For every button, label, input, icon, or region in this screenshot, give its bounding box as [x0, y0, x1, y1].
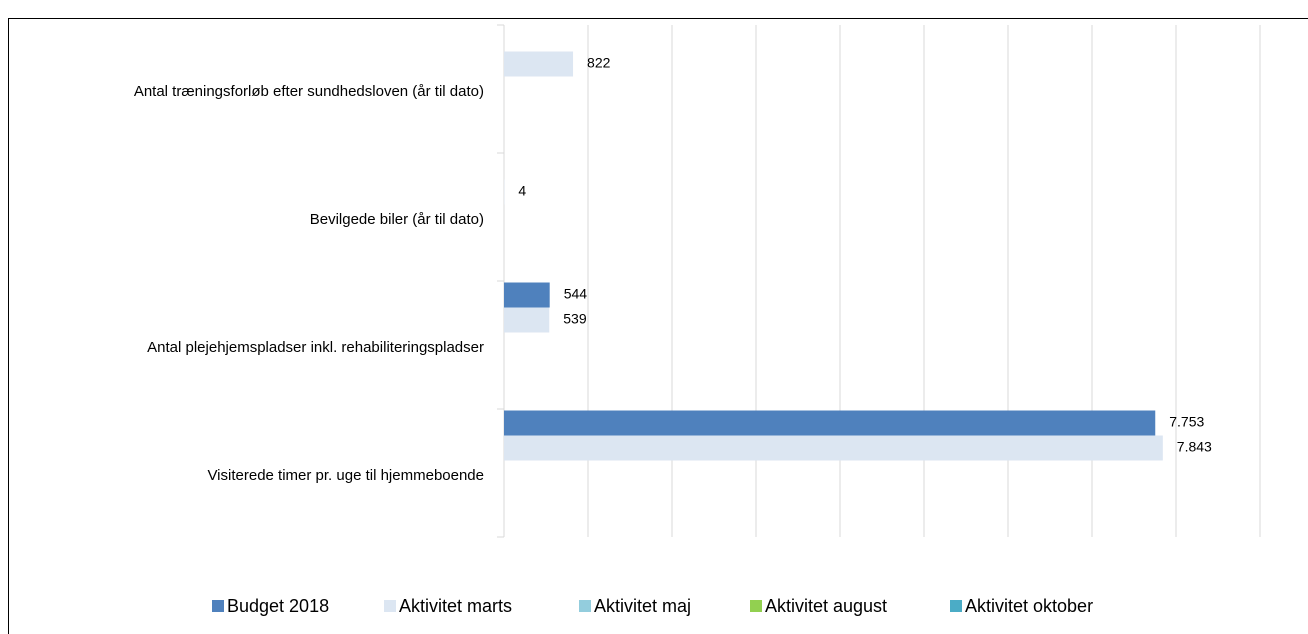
legend-label: Aktivitet marts: [399, 596, 512, 616]
data-label: 7.843: [1177, 439, 1212, 455]
y-tick-label: Antal plejehjemspladser inkl. rehabilite…: [147, 339, 484, 356]
legend-swatch: [579, 600, 591, 612]
chart-border: [8, 18, 1308, 634]
legend-swatch: [950, 600, 962, 612]
data-label: 822: [587, 55, 611, 71]
legend-swatch: [212, 600, 224, 612]
legend-label: Aktivitet oktober: [965, 596, 1093, 616]
data-label: 539: [563, 311, 587, 327]
legend-label: Aktivitet maj: [594, 596, 691, 616]
data-label: 544: [564, 286, 588, 302]
data-label: 7.753: [1169, 414, 1204, 430]
bar: [504, 307, 550, 333]
bar: [504, 435, 1163, 461]
data-label: 4: [518, 183, 526, 199]
legend-label: Aktivitet august: [765, 596, 887, 616]
y-tick-label: Antal træningsforløb efter sundhedsloven…: [134, 83, 484, 100]
legend-swatch: [384, 600, 396, 612]
y-tick-label: Visiterede timer pr. uge til hjemmeboend…: [207, 467, 484, 484]
bar: [504, 282, 550, 308]
bar: [504, 51, 574, 77]
y-tick-label: Bevilgede biler (år til dato): [310, 211, 484, 228]
bar: [504, 410, 1156, 436]
legend-swatch: [750, 600, 762, 612]
legend-label: Budget 2018: [227, 596, 329, 616]
